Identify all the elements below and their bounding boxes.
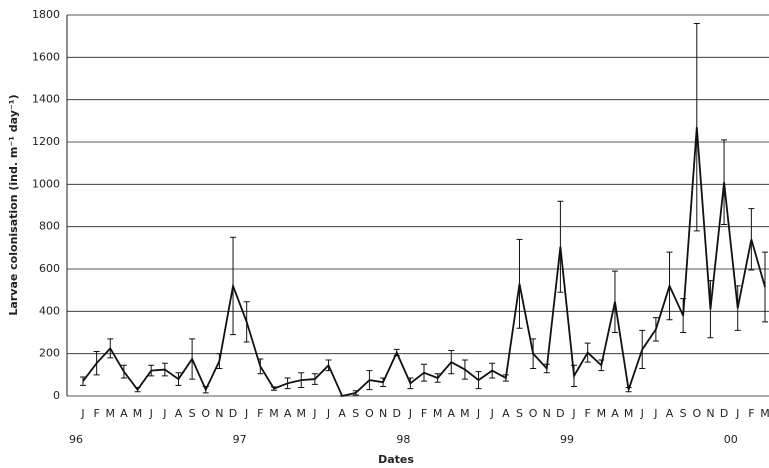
year-label: 98 <box>396 433 410 446</box>
y-tick-label: 1800 <box>32 8 60 21</box>
y-tick-label: 1600 <box>32 50 60 63</box>
x-tick-label: J <box>149 407 153 420</box>
x-tick-label: J <box>162 407 166 420</box>
x-tick-label: J <box>653 407 657 420</box>
x-tick-label: N <box>706 407 714 420</box>
x-tick-label: N <box>215 407 223 420</box>
x-tick-label: D <box>556 407 564 420</box>
x-tick-label: M <box>433 407 443 420</box>
y-axis-title: Larvae colonisation (ind. m⁻¹ day⁻¹) <box>7 94 20 315</box>
x-tick-label: S <box>516 407 523 420</box>
y-tick-label: 0 <box>53 389 60 402</box>
x-tick-label: N <box>543 407 551 420</box>
x-tick-label: M <box>269 407 279 420</box>
x-tick-label: O <box>365 407 374 420</box>
x-tick-label: M <box>597 407 607 420</box>
x-tick-label: D <box>392 407 400 420</box>
x-tick-label: M <box>133 407 143 420</box>
x-tick-label: O <box>529 407 538 420</box>
x-tick-label: J <box>640 407 644 420</box>
y-tick-label: 1000 <box>32 177 60 190</box>
x-tick-label: F <box>93 407 99 420</box>
x-tick-label: S <box>189 407 196 420</box>
x-tick-label: O <box>692 407 701 420</box>
x-tick-label: N <box>379 407 387 420</box>
x-tick-label: J <box>735 407 739 420</box>
x-tick-label: A <box>338 407 346 420</box>
x-tick-label: J <box>408 407 412 420</box>
x-tick-label: J <box>490 407 494 420</box>
x-tick-label: A <box>502 407 510 420</box>
x-tick-label: D <box>720 407 728 420</box>
x-tick-label: A <box>120 407 128 420</box>
y-tick-label: 600 <box>39 262 60 275</box>
data-line <box>82 127 766 398</box>
x-tick-label: S <box>352 407 359 420</box>
y-tick-label: 200 <box>39 347 60 360</box>
x-tick-label: M <box>624 407 634 420</box>
x-tick-label: J <box>326 407 330 420</box>
x-tick-label: M <box>106 407 116 420</box>
x-tick-label: M <box>296 407 306 420</box>
x-tick-label: O <box>201 407 210 420</box>
x-axis-title: Dates <box>378 453 414 466</box>
x-tick-label: F <box>421 407 427 420</box>
x-tick-label: A <box>284 407 292 420</box>
x-tick-label: J <box>244 407 248 420</box>
x-tick-label: S <box>680 407 687 420</box>
y-tick-label: 1200 <box>32 135 60 148</box>
x-tick-label: A <box>175 407 183 420</box>
x-tick-label: A <box>448 407 456 420</box>
error-bar <box>80 376 86 386</box>
x-tick-label: J <box>571 407 575 420</box>
x-tick-label: A <box>611 407 619 420</box>
x-tick-label: J <box>312 407 316 420</box>
x-tick-label: D <box>229 407 237 420</box>
x-tick-label: M <box>760 407 769 420</box>
year-label: 96 <box>69 433 83 446</box>
x-tick-label: M <box>460 407 470 420</box>
y-tick-label: 800 <box>39 220 60 233</box>
x-tick-label: J <box>80 407 84 420</box>
y-tick-label: 1400 <box>32 93 60 106</box>
year-label: 00 <box>724 433 738 446</box>
year-label: 99 <box>560 433 574 446</box>
error-bar <box>762 251 768 323</box>
x-tick-label: A <box>666 407 674 420</box>
x-tick-label: F <box>257 407 263 420</box>
x-tick-label: F <box>585 407 591 420</box>
x-tick-label: J <box>476 407 480 420</box>
year-label: 97 <box>233 433 247 446</box>
x-tick-label: F <box>748 407 754 420</box>
y-tick-label: 400 <box>39 304 60 317</box>
